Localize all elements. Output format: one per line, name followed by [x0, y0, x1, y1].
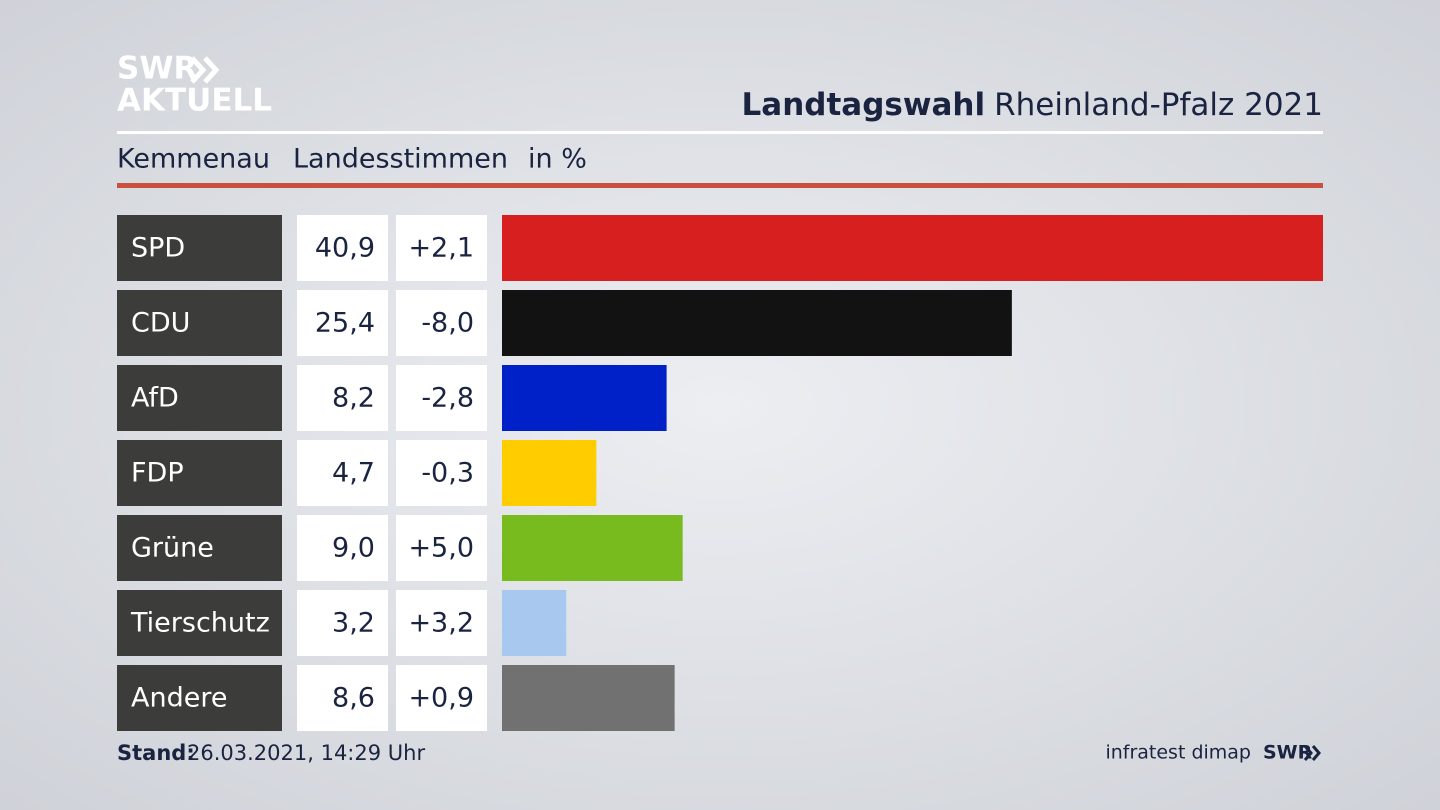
party-label: Tierschutz [130, 608, 270, 639]
title-bold: Landtagswahl [742, 87, 986, 123]
bar [502, 365, 667, 431]
value-cell [297, 215, 388, 281]
party-label: AfD [131, 383, 179, 414]
value-label: 8,2 [332, 383, 375, 414]
brand-chevrons [1303, 745, 1321, 761]
chart-title: Landtagswahl Rheinland-Pfalz 2021 [742, 87, 1323, 123]
party-cell [117, 290, 282, 356]
party-label: CDU [131, 308, 190, 339]
value-cell [297, 590, 388, 656]
change-cell [396, 215, 487, 281]
bar [502, 665, 675, 731]
party-cell [117, 590, 282, 656]
bar [502, 440, 597, 506]
value-label: 25,4 [315, 308, 375, 339]
party-label: Andere [131, 683, 227, 714]
party-label: SPD [131, 233, 185, 264]
value-label: 4,7 [332, 458, 375, 489]
bar [502, 590, 567, 656]
party-label: FDP [131, 458, 184, 489]
party-label: Grüne [131, 533, 214, 564]
subtitle-rule [117, 183, 1323, 188]
party-cell [117, 515, 282, 581]
value-label: 8,6 [332, 683, 375, 714]
value-label: 9,0 [332, 533, 375, 564]
value-label: 3,2 [332, 608, 375, 639]
bar [502, 290, 1012, 356]
title-rule [117, 131, 1323, 134]
change-label: +5,0 [408, 533, 474, 564]
logo-swr: SWR [117, 51, 198, 87]
party-cell [117, 440, 282, 506]
party-cell [117, 665, 282, 731]
change-cell [396, 365, 487, 431]
subtitle-measure: Landesstimmen [293, 144, 508, 175]
subtitle-place: Kemmenau [117, 144, 270, 175]
subtitle-unit: in % [528, 144, 587, 175]
party-cell [117, 365, 282, 431]
change-label: -8,0 [421, 308, 474, 339]
source: infratest dimap [1105, 742, 1251, 764]
change-cell [396, 590, 487, 656]
change-cell [396, 290, 487, 356]
value-cell [297, 440, 388, 506]
value-cell [297, 365, 388, 431]
change-label: -2,8 [421, 383, 474, 414]
stand-label: Stand: [117, 741, 195, 765]
change-label: +0,9 [408, 683, 474, 714]
party-cell [117, 215, 282, 281]
logo-aktuell: AKTUELL [117, 83, 272, 119]
stand-date: 26.03.2021, 14:29 Uhr [187, 741, 425, 765]
value-cell [297, 290, 388, 356]
value-cell [297, 665, 388, 731]
value-cell [297, 515, 388, 581]
bar [502, 515, 683, 581]
logo-chevrons [190, 56, 220, 84]
change-cell [396, 665, 487, 731]
bar [502, 215, 1323, 281]
change-label: +2,1 [408, 233, 474, 264]
brand: SWR [1263, 742, 1313, 764]
change-cell [396, 440, 487, 506]
change-label: -0,3 [421, 458, 474, 489]
change-cell [396, 515, 487, 581]
change-label: +3,2 [408, 608, 474, 639]
value-label: 40,9 [315, 233, 375, 264]
title-rest: Rheinland-Pfalz 2021 [994, 87, 1323, 123]
